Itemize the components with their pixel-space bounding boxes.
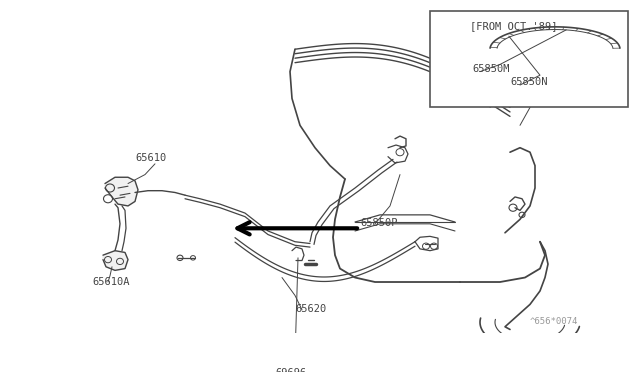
Text: 65850P: 65850P — [360, 218, 397, 228]
Text: 65850N: 65850N — [510, 77, 547, 87]
Polygon shape — [103, 251, 128, 270]
Text: 65610A: 65610A — [92, 277, 129, 287]
Text: 65850M: 65850M — [472, 64, 509, 74]
Text: 65620: 65620 — [295, 304, 326, 314]
Bar — [430, 11, 628, 108]
Text: [FROM OCT.'89]: [FROM OCT.'89] — [470, 21, 557, 31]
Polygon shape — [105, 177, 138, 206]
Text: ^656*0074: ^656*0074 — [530, 317, 579, 326]
Text: 65610: 65610 — [135, 153, 166, 163]
Text: 69696: 69696 — [275, 368, 307, 372]
